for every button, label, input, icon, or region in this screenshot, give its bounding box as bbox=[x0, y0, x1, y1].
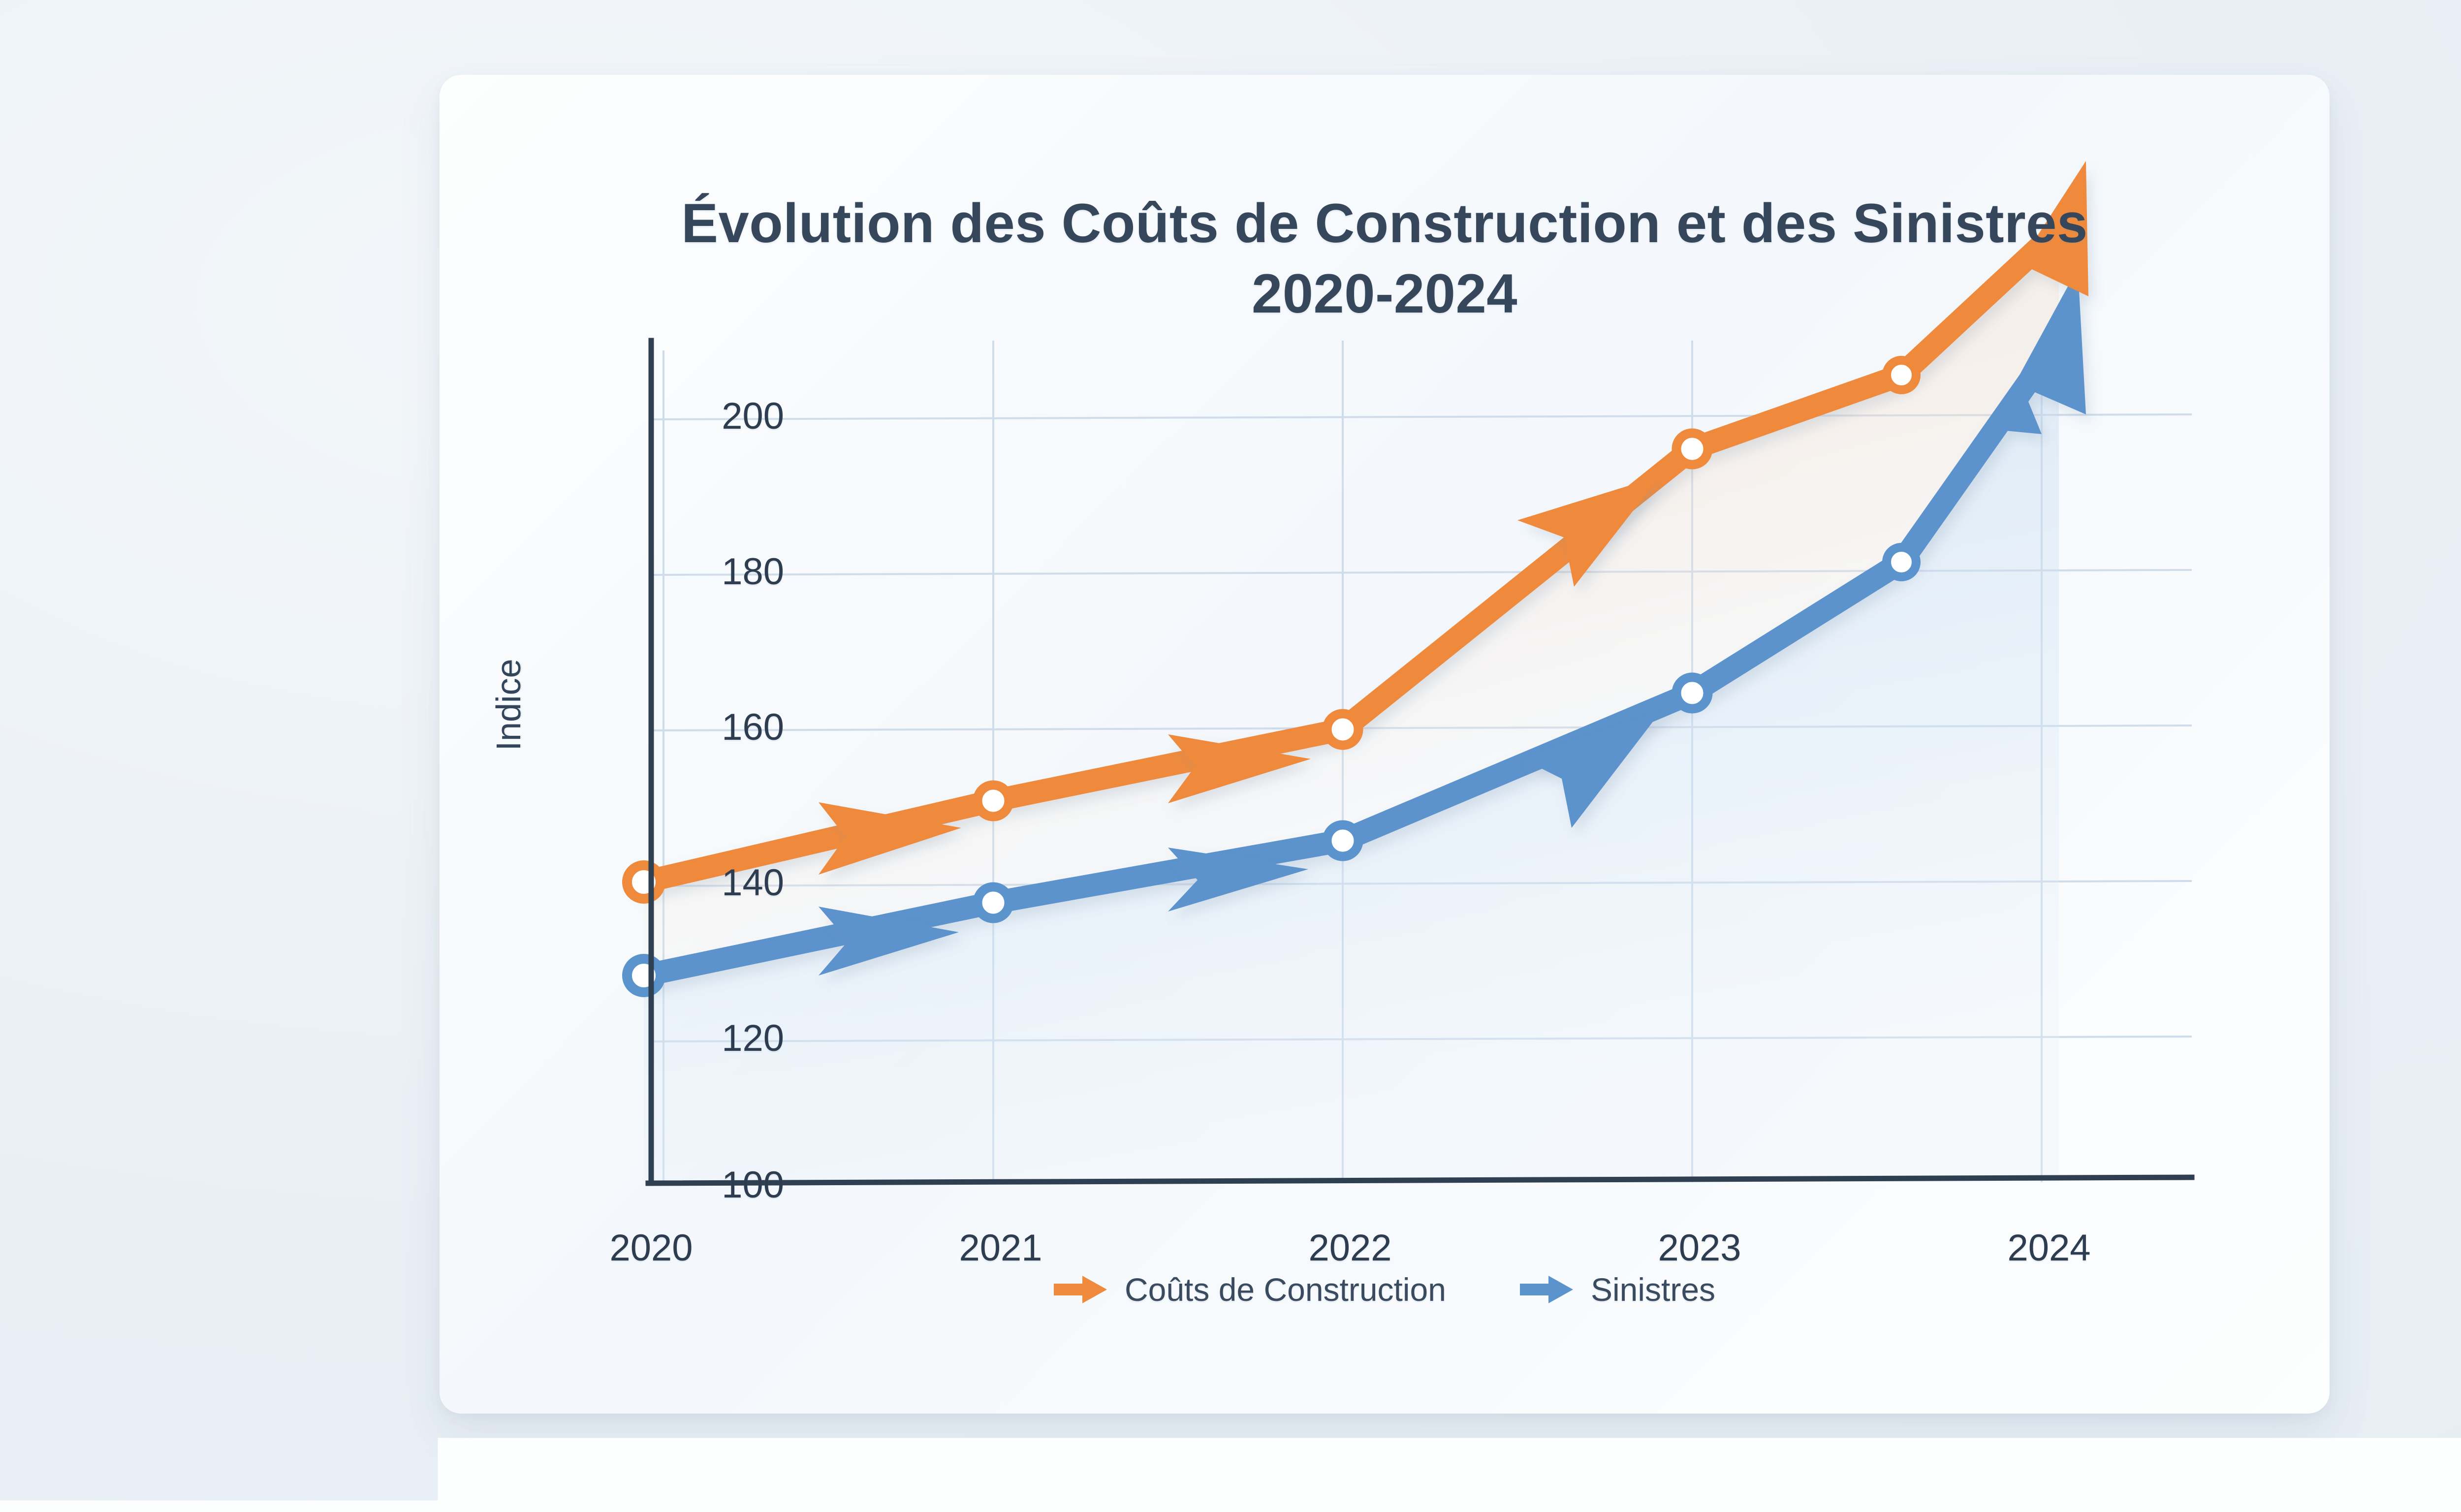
y-axis-title: Indice bbox=[489, 606, 528, 803]
page-subtitle: 2020-2024 bbox=[440, 258, 2330, 329]
legend-label-sinistres: Sinistres bbox=[1591, 1271, 1715, 1308]
legend-item-sinistres[interactable]: Sinistres bbox=[1520, 1271, 1715, 1308]
y-tick-label-200: 200 bbox=[627, 395, 784, 438]
chart-title-block: Évolution des Coûts de Construction et d… bbox=[440, 188, 2330, 329]
arrow-right-icon bbox=[1520, 1274, 1574, 1305]
x-tick-label-2021: 2021 bbox=[902, 1227, 1099, 1269]
arrow-right-icon bbox=[1054, 1274, 1108, 1305]
y-tick-label-140: 140 bbox=[627, 861, 784, 904]
x-tick-label-2022: 2022 bbox=[1252, 1227, 1449, 1269]
legend-label-couts: Coûts de Construction bbox=[1125, 1271, 1446, 1308]
chart-legend: Coûts de Construction Sinistres bbox=[440, 1271, 2330, 1308]
y-tick-label-100: 100 bbox=[627, 1164, 784, 1206]
x-tick-label-2024: 2024 bbox=[1951, 1227, 2147, 1269]
y-tick-label-180: 180 bbox=[627, 550, 784, 593]
chart-card: Évolution des Coûts de Construction et d… bbox=[440, 75, 2330, 1414]
x-tick-label-2023: 2023 bbox=[1601, 1227, 1798, 1269]
y-tick-label-160: 160 bbox=[627, 706, 784, 749]
x-tick-label-2020: 2020 bbox=[553, 1227, 750, 1269]
page-title: Évolution des Coûts de Construction et d… bbox=[440, 188, 2330, 258]
y-tick-label-120: 120 bbox=[627, 1017, 784, 1060]
legend-item-couts-de-construction[interactable]: Coûts de Construction bbox=[1054, 1271, 1446, 1308]
